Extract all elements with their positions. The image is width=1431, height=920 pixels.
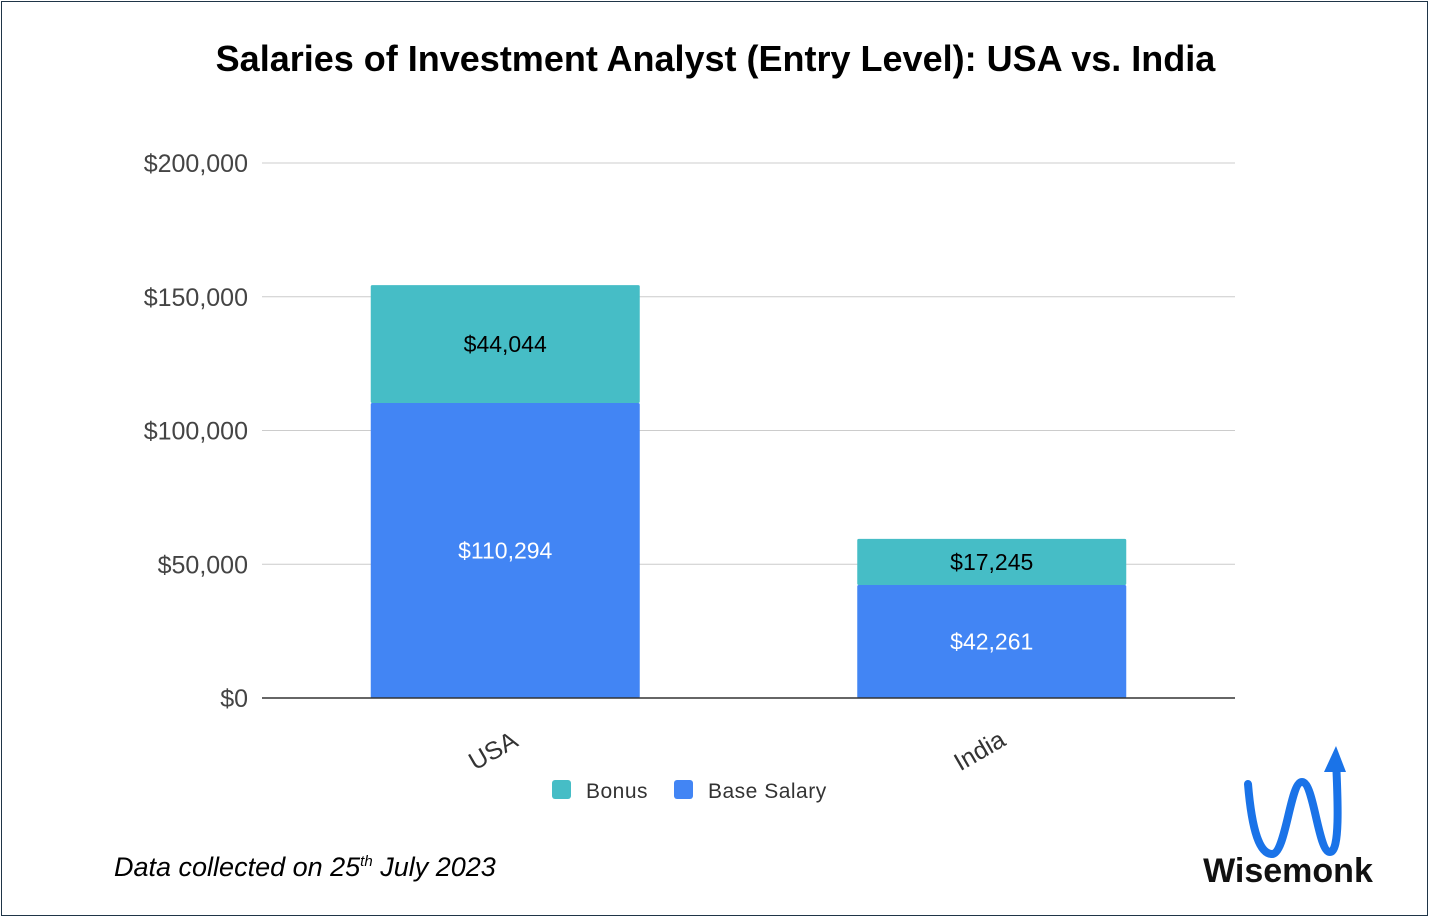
y-tick-label: $200,000 [144,150,248,178]
footnote-superscript: th [360,853,373,870]
y-tick-label: $150,000 [144,284,248,312]
data-label: $44,044 [464,331,547,357]
data-label: $17,245 [950,549,1033,575]
footnote-prefix: Data collected on 25 [114,852,361,882]
y-tick-label: $50,000 [158,551,248,579]
legend-label: Bonus [586,780,648,803]
y-tick-label: $0 [220,685,248,713]
bar-base-salary [857,584,1127,698]
x-tick-label: India [949,725,1010,776]
data-label: $42,261 [950,628,1033,654]
data-collected-note: Data collected on 25th July 2023 [114,852,496,883]
x-tick-label: USA [464,726,523,776]
legend-swatch [674,780,693,799]
data-label: $110,294 [458,537,552,563]
bar-bonus [370,285,640,403]
bar-bonus [857,538,1127,585]
logo-name: Wisemonk [1203,852,1373,890]
legend-swatch [552,780,571,799]
chart-title: Salaries of Investment Analyst (Entry Le… [215,38,1216,79]
bar-base-salary [370,402,640,698]
y-tick-label: $100,000 [144,418,248,446]
legend-label: Base Salary [708,780,827,803]
footnote-suffix: July 2023 [372,852,496,882]
w-arrow-up-icon [1244,746,1346,858]
